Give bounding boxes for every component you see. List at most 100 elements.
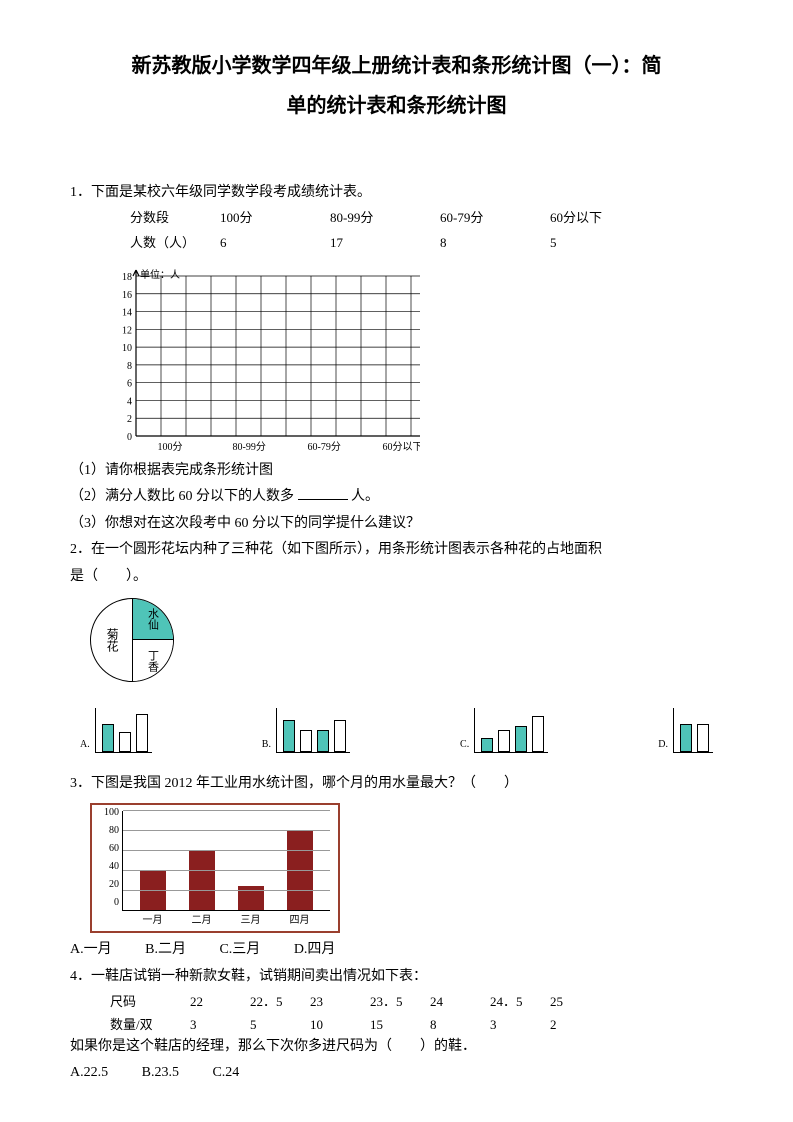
td: 5 (550, 233, 640, 254)
td: 22 (190, 992, 250, 1013)
th: 分数段 (130, 208, 220, 229)
q1-blank-bar-chart: 单位：人181614121086420100分80-99分60-79分60分以下 (100, 264, 723, 454)
bar (515, 726, 527, 752)
q1-sub2: （2）满分人数比 60 分以下的人数多 人。 (70, 486, 723, 508)
y-tick-label: 100 (99, 805, 119, 821)
grid-line (123, 890, 330, 891)
bar (300, 730, 312, 752)
mini-bar-chart (474, 708, 548, 753)
td: 数量/双 (110, 1015, 190, 1036)
svg-text:8: 8 (127, 361, 132, 372)
svg-text:100分: 100分 (158, 441, 183, 453)
svg-text:80-99分: 80-99分 (233, 441, 266, 453)
q4-intro: 4．一鞋店试销一种新款女鞋，试销期间卖出情况如下表： (70, 966, 723, 988)
th: 60-79分 (440, 208, 550, 229)
q1-intro: 1．下面是某校六年级同学数学段考成绩统计表。 (70, 182, 723, 204)
td: 8 (430, 1015, 490, 1036)
x-tick-label: 二月 (192, 913, 212, 929)
bar (317, 730, 329, 752)
bar (102, 724, 114, 752)
bar (136, 714, 148, 752)
option-label: A. (80, 737, 90, 753)
grid-line (123, 830, 330, 831)
svg-text:18: 18 (122, 272, 132, 283)
q4-opt-a[interactable]: A.22.5 (70, 1062, 108, 1084)
td: 尺码 (110, 992, 190, 1013)
q1-sub2-pre: （2）满分人数比 60 分以下的人数多 (70, 489, 294, 504)
water-bar (189, 851, 215, 910)
page-title-line1: 新苏教版小学数学四年级上册统计表和条形统计图（一）：简 (70, 50, 723, 82)
svg-text:2: 2 (127, 414, 132, 425)
mini-bar-chart (95, 708, 152, 753)
td: 15 (370, 1015, 430, 1036)
q4-question: 如果你是这个鞋店的经理，那么下次你多进尺码为（ ）的鞋． (70, 1036, 723, 1058)
pie-label-top-right: 水仙 (146, 608, 158, 630)
x-tick-label: 三月 (241, 913, 261, 929)
th: 60分以下 (550, 208, 640, 229)
option-label: C. (460, 737, 469, 753)
y-tick-label: 40 (99, 859, 119, 875)
q2-options: A. B. C. D. (80, 708, 713, 753)
q3-answers: A.一月 B.二月 C.三月 D.四月 (70, 939, 723, 961)
y-tick-label: 0 (99, 895, 119, 911)
x-tick-label: 一月 (143, 913, 163, 929)
y-tick-label: 60 (99, 841, 119, 857)
q3-water-chart: 100806040200 一月二月三月四月 (90, 803, 340, 933)
grid-line (123, 850, 330, 851)
td: 8 (440, 233, 550, 254)
q2-option[interactable]: D. (658, 708, 713, 753)
td: 24．5 (490, 992, 550, 1013)
svg-text:单位：人: 单位：人 (140, 268, 180, 281)
svg-text:16: 16 (122, 290, 132, 301)
td: 10 (310, 1015, 370, 1036)
svg-text:14: 14 (122, 308, 132, 319)
q1-score-table: 分数段 100分 80-99分 60-79分 60分以下 人数（人） 6 17 … (130, 208, 723, 254)
q3-opt-d[interactable]: D.四月 (294, 939, 336, 961)
bar (334, 720, 346, 752)
td: 24 (430, 992, 490, 1013)
x-tick-label: 四月 (290, 913, 310, 929)
td: 人数（人） (130, 233, 220, 254)
svg-text:4: 4 (127, 396, 132, 407)
bar (680, 724, 692, 752)
q3-opt-a[interactable]: A.一月 (70, 939, 112, 961)
td: 3 (190, 1015, 250, 1036)
td: 2 (550, 1015, 600, 1036)
q2-option[interactable]: B. (262, 708, 350, 753)
y-tick-label: 20 (99, 877, 119, 893)
td: 23．5 (370, 992, 430, 1013)
q1-sub3: （3）你想对在这次段考中 60 分以下的同学提什么建议？ (70, 513, 723, 535)
q4-opt-b[interactable]: B.23.5 (142, 1062, 179, 1084)
q4-answers: A.22.5 B.23.5 C.24 (70, 1062, 723, 1084)
mini-bar-chart (276, 708, 350, 753)
th: 80-99分 (330, 208, 440, 229)
q2-option[interactable]: C. (460, 708, 548, 753)
td: 22．5 (250, 992, 310, 1013)
water-bar (287, 831, 313, 910)
blank-field[interactable] (298, 488, 348, 500)
option-label: B. (262, 737, 271, 753)
pie-label-bottom-right: 丁香 (146, 650, 158, 672)
mini-bar-chart (673, 708, 713, 753)
q2-intro: 2．在一个圆形花坛内种了三种花（如下图所示），用条形统计图表示各种花的占地面积 (70, 539, 723, 561)
q4-opt-c[interactable]: C.24 (212, 1062, 239, 1084)
td: 17 (330, 233, 440, 254)
svg-text:12: 12 (122, 325, 132, 336)
svg-text:10: 10 (122, 343, 132, 354)
q3-opt-c[interactable]: C.三月 (219, 939, 260, 961)
td: 23 (310, 992, 370, 1013)
q2-option[interactable]: A. (80, 708, 152, 753)
td: 6 (220, 233, 330, 254)
q3-opt-b[interactable]: B.二月 (145, 939, 186, 961)
q1-sub1: （1）请你根据表完成条形统计图 (70, 460, 723, 482)
option-label: D. (658, 737, 668, 753)
svg-text:60分以下: 60分以下 (383, 441, 421, 453)
bar (697, 724, 709, 752)
bar (498, 730, 510, 752)
td: 25 (550, 992, 600, 1013)
th: 100分 (220, 208, 330, 229)
q2-pie-chart: 菊花 水仙 丁香 (90, 598, 180, 688)
bar (532, 716, 544, 752)
bar (283, 720, 295, 752)
bar (119, 732, 131, 752)
